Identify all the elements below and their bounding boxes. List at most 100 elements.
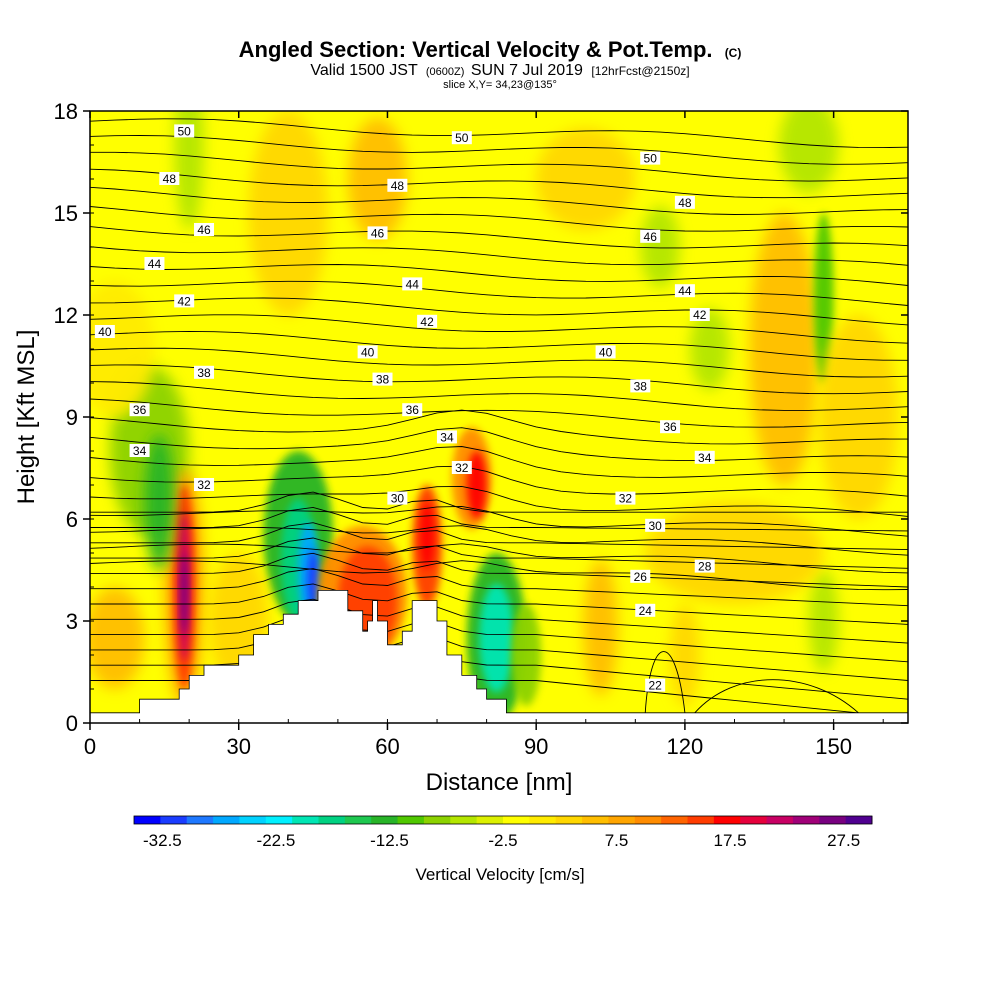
contour-label-text: 48 (391, 179, 405, 193)
contour-label-text: 38 (376, 373, 390, 387)
contour-label: 38 (194, 365, 215, 380)
velocity-cell (144, 434, 175, 570)
contour-label: 26 (630, 569, 651, 584)
contour-label-bg (630, 569, 651, 583)
contour-label-text: 42 (420, 315, 434, 329)
colorbar: -32.5 -22.5 -12.5 -2.5 7.5 17.5 27.5 (133, 815, 873, 850)
y-tick-label: 3 (66, 609, 78, 634)
colorbar-swatch (371, 816, 399, 824)
velocity-cell (818, 315, 899, 519)
colorbar-tick-label: -12.5 (370, 831, 409, 850)
contour-label: 36 (660, 420, 681, 434)
colorbar-tick-label: 7.5 (605, 831, 629, 850)
contour-label-text: 40 (98, 325, 112, 339)
colorbar-tick-label: -32.5 (143, 831, 182, 850)
y-tick-label: 0 (66, 711, 78, 736)
isentrope-line (90, 525, 908, 556)
contour-label-text: 24 (639, 604, 653, 618)
contour-label-bg (417, 314, 438, 328)
isentrope-line (90, 427, 908, 462)
contour-label-text: 40 (361, 345, 375, 359)
contour-label-bg (129, 444, 150, 457)
contour-label-bg (387, 178, 408, 192)
colorbar-tick-label: -22.5 (257, 831, 296, 850)
colorbar-swatch (529, 816, 557, 824)
velocity-cell (307, 549, 320, 611)
isentrope-lines (90, 118, 908, 717)
x-tick-label: 60 (375, 734, 399, 759)
isentrope-line (90, 629, 908, 681)
colorbar-tick-label: -2.5 (488, 831, 517, 850)
contour-label-text: 44 (406, 277, 420, 291)
contour-label: 32 (194, 478, 215, 492)
contour-label: 46 (194, 223, 215, 237)
colorbar-swatch (134, 816, 161, 824)
colorbar-swatch (160, 816, 188, 824)
colorbar-swatch (687, 816, 715, 824)
contour-label-bg (635, 603, 656, 617)
contour-label-text: 50 (178, 124, 192, 138)
contour-label-text: 46 (371, 226, 385, 240)
x-tick-label: 120 (667, 734, 704, 759)
isentrope-line (90, 280, 908, 306)
chart-subtitle: Valid 1500 JST (0600Z) SUN 7 Jul 2019 [1… (310, 62, 689, 79)
y-tick-label: 15 (54, 201, 78, 226)
contour-label-bg (630, 379, 651, 393)
isentrope-line (90, 505, 908, 537)
contour-label-bg (402, 403, 423, 417)
colorbar-swatch (476, 816, 504, 824)
contour-label: 44 (402, 277, 423, 291)
contour-label-bg (194, 478, 215, 491)
contour-label-bg (367, 226, 388, 240)
isentrope-line (90, 168, 908, 199)
colorbar-swatch (213, 816, 240, 824)
isentrope-line (90, 364, 908, 395)
velocity-cell (347, 117, 408, 241)
contour-label-bg (129, 403, 150, 417)
contour-label-text: 38 (634, 379, 648, 393)
contour-label-text: 26 (634, 570, 648, 584)
y-tick-label: 6 (66, 507, 78, 532)
contour-label-text: 32 (455, 461, 469, 475)
colorbar-swatch (344, 816, 372, 824)
isentrope-line (90, 314, 908, 344)
isentrope-line (90, 186, 908, 215)
velocity-cell (808, 570, 839, 672)
colorbar-swatch (792, 816, 820, 824)
velocity-cell (813, 213, 834, 383)
contour-label: 48 (159, 172, 180, 186)
contour-label-bg (159, 172, 180, 185)
contour-label-text: 30 (648, 519, 662, 533)
y-tick-label: 9 (66, 405, 78, 430)
colorbar-swatch (555, 816, 583, 824)
y-axis-label: Height [Kft MSL] (13, 330, 40, 505)
isentrope-line (90, 614, 908, 663)
terrain-profile (90, 590, 908, 723)
velocity-cell (645, 502, 824, 604)
isentrope-line (90, 560, 908, 591)
contour-label-text: 36 (133, 403, 147, 417)
colorbar-swatch (819, 816, 847, 824)
contour-label: 28 (694, 559, 715, 574)
contour-label: 50 (451, 131, 472, 145)
isentrope-line (90, 506, 908, 532)
contour-label-bg (174, 124, 195, 138)
x-tick-label: 0 (84, 734, 96, 759)
colorbar-label: Vertical Velocity [cm/s] (415, 865, 584, 884)
contour-label-bg (674, 284, 695, 298)
contour-label-bg (615, 491, 636, 505)
contour-label: 32 (615, 491, 636, 506)
colorbar-swatch (661, 816, 688, 824)
isentrope-line (90, 537, 908, 569)
colorbar-swatch (740, 816, 768, 824)
colorbar-swatch (582, 816, 609, 824)
colorbar-frame (133, 815, 873, 825)
contour-label-text: 46 (197, 223, 211, 237)
colorbar-swatch (450, 816, 478, 824)
contour-label-bg (645, 518, 666, 532)
isentrope-line (90, 543, 908, 574)
x-axis-label: Distance [nm] (426, 769, 573, 796)
